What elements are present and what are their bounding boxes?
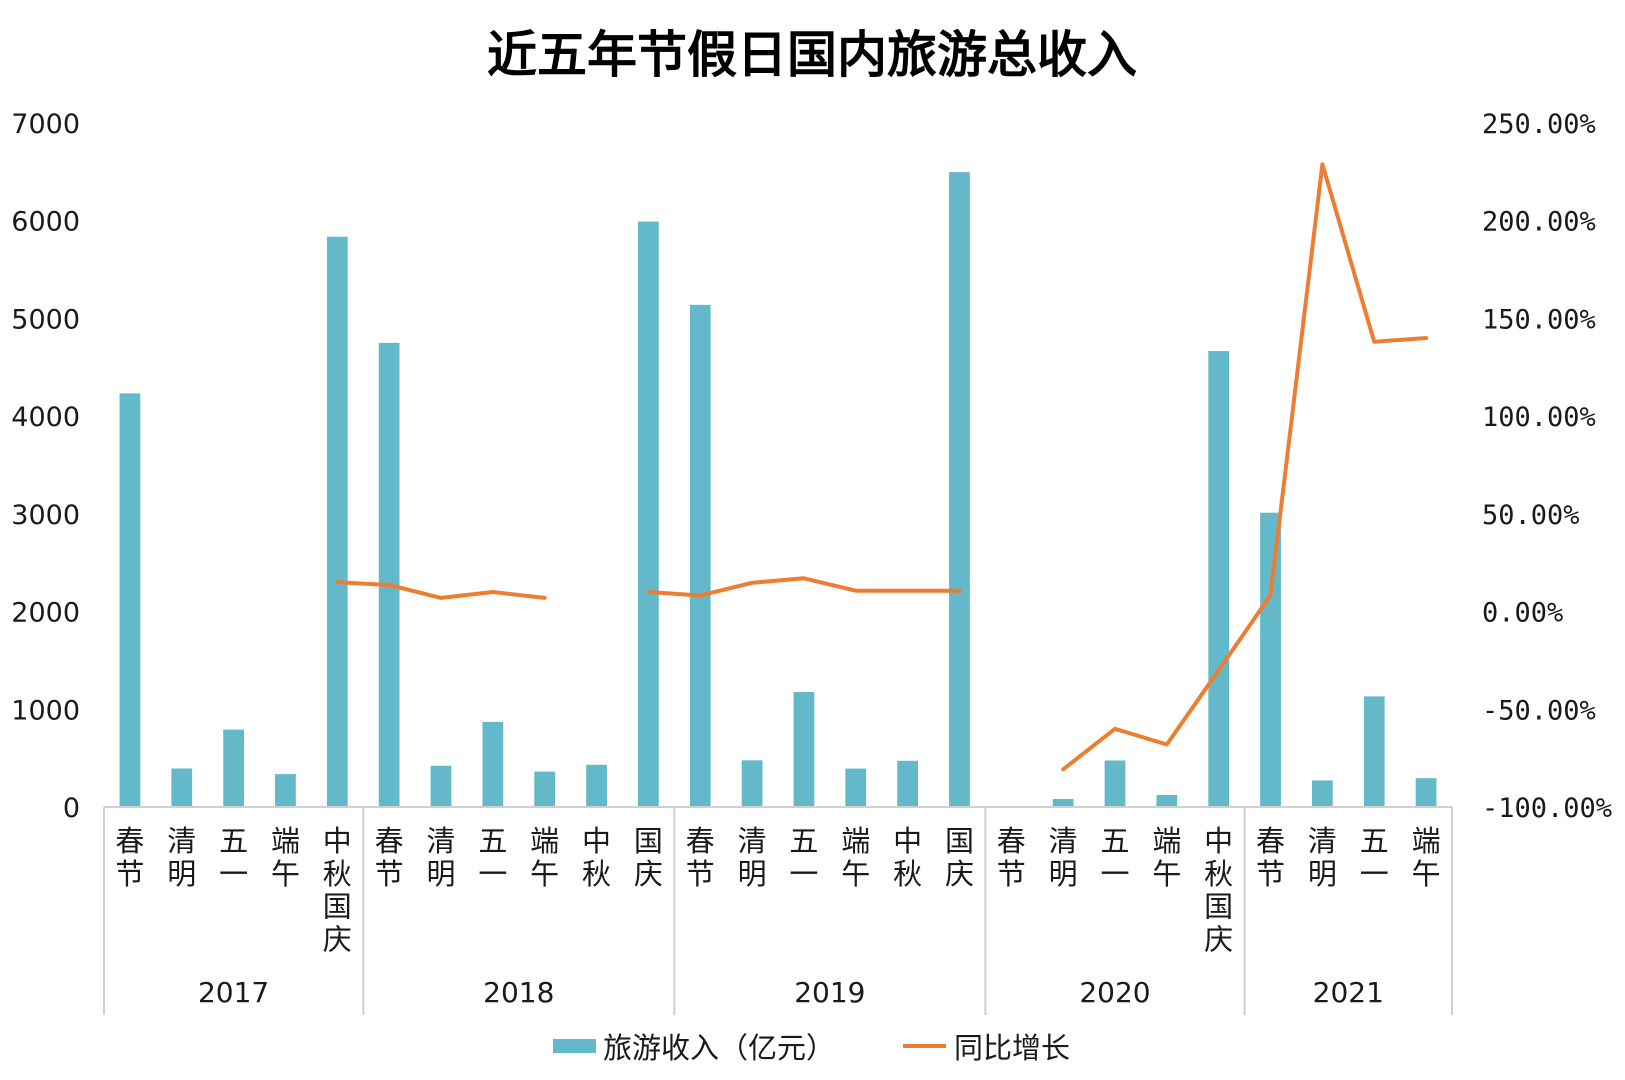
bar (430, 765, 452, 807)
year-label: 2021 (1313, 976, 1384, 1009)
category-label: 端午 (530, 824, 559, 891)
y-right-tick-label: 150.00% (1482, 304, 1596, 335)
bar (223, 729, 244, 807)
y-left-tick-label: 6000 (11, 207, 80, 238)
y-right-tick-label: 250.00% (1482, 109, 1596, 140)
year-label: 2018 (483, 976, 554, 1009)
line-series-group (335, 162, 1429, 772)
bar (1363, 696, 1385, 807)
category-label: 清明 (167, 824, 196, 891)
year-label: 2020 (1079, 976, 1150, 1009)
category-label: 中秋国庆 (1204, 824, 1233, 956)
category-label: 清明 (738, 824, 767, 891)
y-right-tick-label: 100.00% (1482, 402, 1596, 433)
growth-line-segment (646, 576, 962, 598)
bar (845, 768, 867, 807)
y-left-tick-label: 4000 (11, 402, 80, 433)
bar (275, 774, 296, 807)
bar (638, 221, 659, 807)
category-label: 中秋 (582, 824, 611, 891)
category-label: 清明 (1049, 824, 1078, 891)
y-right-tick-label: 200.00% (1482, 207, 1596, 238)
y-left-tick-label: 3000 (11, 500, 80, 531)
bar (689, 304, 711, 807)
category-label: 五一 (1100, 824, 1129, 891)
bars-group (119, 172, 1437, 808)
y-right-tick-label: 0.00% (1482, 598, 1563, 629)
bar (171, 768, 193, 807)
legend-label-line: 同比增长 (954, 1031, 1070, 1065)
axes-group: 0 1000 2000 3000 4000 5000 6000 7000 -100.00% -50… (11, 109, 1612, 1015)
bar (1260, 512, 1281, 807)
bar (1156, 794, 1178, 807)
y-left-tick-label: 7000 (11, 109, 80, 140)
bar (1208, 351, 1230, 807)
y-right-tick-label: -100.00% (1482, 793, 1612, 824)
category-label: 春节 (686, 824, 715, 891)
category-label: 端午 (1412, 824, 1441, 891)
year-label: 2019 (794, 976, 865, 1009)
category-label: 五一 (478, 824, 507, 891)
category-label: 春节 (1256, 824, 1285, 891)
year-label: 2017 (198, 976, 269, 1009)
bar (1052, 798, 1074, 807)
bar (1104, 760, 1126, 807)
category-label: 春节 (375, 824, 404, 891)
legend: 旅游收入（亿元） 同比增长 (553, 1031, 1070, 1065)
bar (1312, 780, 1333, 807)
y-right-tick-label: -50.00% (1482, 695, 1596, 726)
bar (586, 764, 607, 807)
bar (119, 393, 141, 807)
bar (378, 342, 400, 807)
category-label: 五一 (789, 824, 818, 891)
category-label: 国庆 (634, 824, 663, 891)
y-left-tick-label: 2000 (11, 598, 80, 629)
category-label: 中秋 (893, 824, 922, 891)
y-left-tick-label: 0 (63, 793, 80, 824)
category-label: 春节 (997, 824, 1026, 891)
category-label: 端午 (1152, 824, 1181, 891)
category-label: 五一 (219, 824, 248, 891)
bar (326, 236, 348, 807)
y-left-tick-label: 5000 (11, 304, 80, 335)
growth-line-segment (335, 580, 547, 600)
category-label: 五一 (1360, 824, 1389, 891)
legend-label-bar: 旅游收入（亿元） (603, 1031, 835, 1065)
bar (534, 771, 556, 807)
category-label: 端午 (841, 824, 870, 891)
bar (793, 691, 815, 807)
category-label: 中秋国庆 (323, 824, 352, 956)
y-right-tick-label: 50.00% (1482, 500, 1580, 531)
growth-line-segment (1061, 162, 1429, 772)
category-label: 清明 (1308, 824, 1337, 891)
category-label: 清明 (426, 824, 455, 891)
bar (949, 172, 970, 808)
legend-swatch-bar (553, 1039, 596, 1053)
bar (741, 760, 763, 807)
bar (897, 760, 918, 807)
category-label: 端午 (271, 824, 300, 891)
bar (1415, 778, 1437, 807)
chart-title: 近五年节假日国内旅游总收入 (487, 26, 1137, 84)
category-label: 春节 (115, 824, 144, 891)
bar (482, 721, 504, 807)
category-label: 国庆 (945, 824, 974, 891)
y-left-tick-label: 1000 (11, 695, 80, 726)
